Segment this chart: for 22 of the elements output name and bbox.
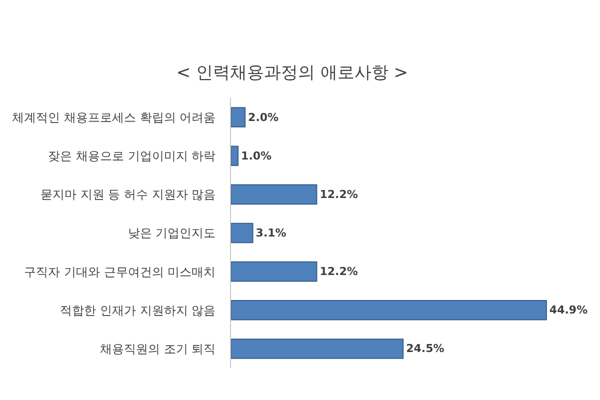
bar: [231, 107, 246, 128]
bar: [231, 146, 239, 166]
y-tick-label: 채용직원의 조기 퇴직: [100, 342, 216, 356]
data-label: 1.0%: [241, 149, 272, 162]
data-label: 24.5%: [406, 342, 444, 356]
bar: [231, 338, 404, 359]
data-label: 3.1%: [256, 226, 286, 240]
y-tick-label: 적합한 인재가 지원하지 않음: [60, 303, 216, 318]
data-label: 12.2%: [320, 188, 358, 201]
bar: [231, 222, 254, 244]
y-tick-label: 구직자 기대와 근무여건의 미스매치: [24, 264, 216, 279]
data-label: 12.2%: [320, 265, 358, 278]
y-tick-label: 잦은 채용으로 기업이미지 하락: [48, 149, 216, 164]
bar: [231, 261, 318, 282]
bar: [231, 300, 547, 320]
y-tick-label: 낮은 기업인지도: [128, 226, 216, 240]
data-label: 44.9%: [549, 304, 588, 317]
chart-title: < 인력채용과정의 애로사항 >: [176, 62, 408, 83]
bar: [231, 184, 318, 205]
y-tick-label: 체계적인 채용프로세스 확립의 어려움: [12, 110, 216, 124]
y-tick-label: 묻지마 지원 등 허수 지원자 많음: [40, 188, 216, 202]
data-label: 2.0%: [248, 110, 279, 124]
